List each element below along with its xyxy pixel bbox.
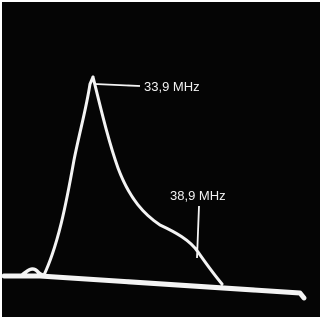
peak-frequency-label: 33,9 MHz [144, 79, 200, 94]
marker-leader-line [196, 205, 200, 259]
trace-left-bump [20, 267, 46, 277]
trace-falling-edge [91, 75, 224, 286]
scope-screen [2, 2, 320, 317]
marker-frequency-label: 38,9 MHz [170, 188, 226, 203]
trace-rising-edge [42, 75, 95, 277]
peak-leader-line [94, 83, 141, 87]
